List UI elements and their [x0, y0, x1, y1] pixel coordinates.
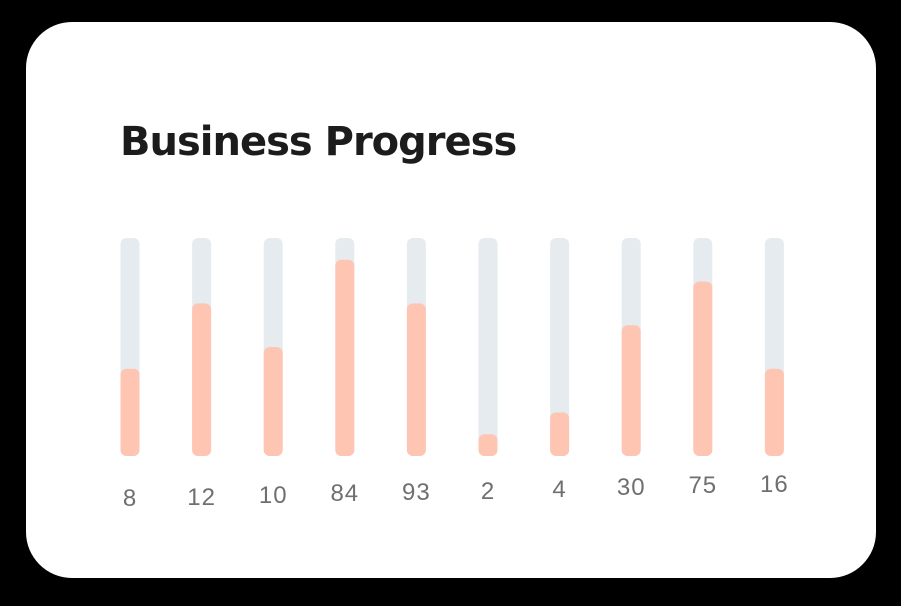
bar-group: 93	[402, 238, 431, 506]
bar-group: 30	[617, 238, 646, 501]
bar-group: 8	[120, 238, 140, 512]
bar-label: 93	[402, 479, 431, 506]
bar-fill	[621, 325, 641, 456]
bar-group: 4	[550, 238, 570, 503]
progress-card	[26, 22, 876, 578]
bar-group: 84	[330, 238, 359, 507]
bar-group: 12	[187, 238, 216, 511]
bar-fill	[478, 434, 498, 456]
bar-label: 75	[688, 472, 717, 499]
bar-fill	[120, 368, 140, 456]
bar-fill	[263, 347, 283, 456]
bar-fill	[406, 303, 426, 456]
bar-track	[478, 238, 498, 456]
bar-track	[550, 238, 570, 456]
bar-label: 8	[123, 485, 137, 512]
bar-label: 84	[330, 480, 359, 507]
bar-fill	[693, 281, 713, 456]
chart-title: Business Progress	[120, 119, 517, 165]
bar-fill	[764, 368, 784, 456]
bar-group: 2	[478, 238, 498, 505]
bar-fill	[192, 303, 212, 456]
bar-label: 16	[760, 471, 789, 498]
bar-fill	[335, 259, 355, 456]
bar-label: 12	[187, 484, 216, 511]
bar-label: 4	[552, 476, 566, 503]
bar-group: 75	[688, 238, 717, 499]
bar-fill	[550, 412, 570, 456]
bar-label: 10	[259, 482, 288, 509]
bar-group: 10	[259, 238, 288, 509]
bar-group: 16	[760, 238, 789, 498]
bar-label: 2	[481, 478, 495, 505]
bar-label: 30	[617, 474, 646, 501]
